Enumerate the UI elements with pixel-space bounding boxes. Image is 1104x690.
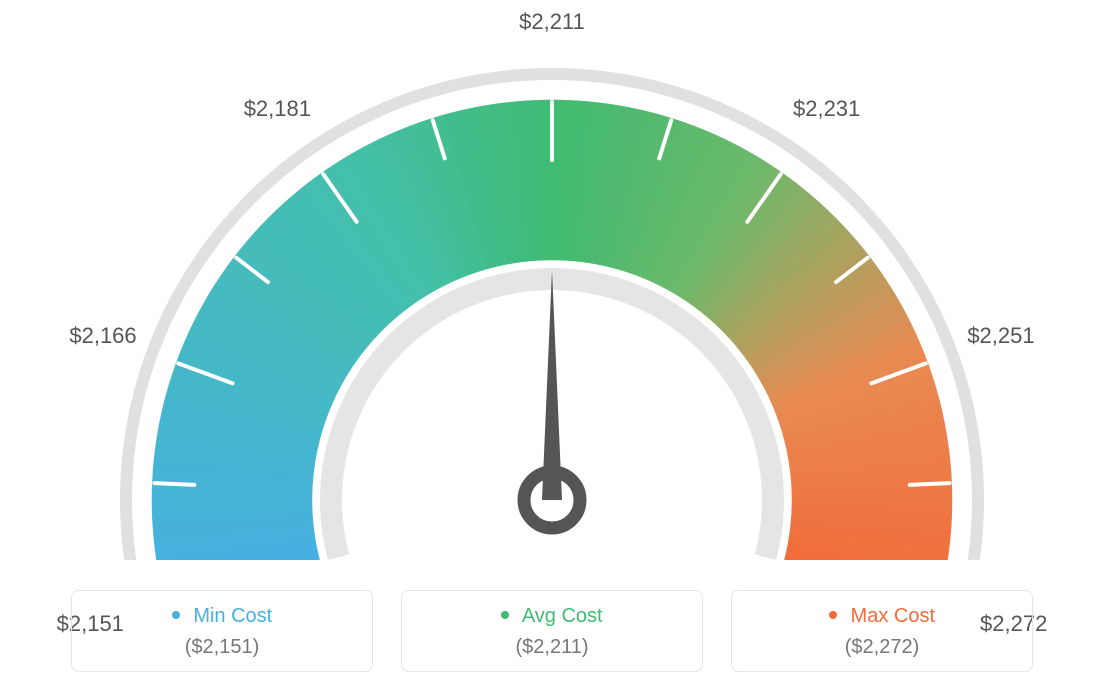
gauge-tick-label: $2,231 [793,96,860,122]
legend-card-min: Min Cost ($2,151) [71,590,373,672]
legend-title-text-min: Min Cost [193,605,272,627]
gauge-svg [0,0,1104,560]
gauge-chart: $2,151$2,166$2,181$2,211$2,231$2,251$2,2… [0,0,1104,560]
gauge-tick-label: $2,211 [519,9,585,35]
legend-card-avg: Avg Cost ($2,211) [401,590,703,672]
legend-title-text-avg: Avg Cost [522,605,603,627]
legend-title-max: Max Cost [732,605,1032,628]
gauge-tick-label: $2,251 [967,323,1034,349]
legend-title-avg: Avg Cost [402,605,702,628]
legend-value-avg: ($2,211) [402,636,702,659]
gauge-tick-label: $2,181 [244,96,311,122]
legend-title-min: Min Cost [72,605,372,628]
legend-dot-min [172,611,180,619]
legend-card-max: Max Cost ($2,272) [731,590,1033,672]
legend-row: Min Cost ($2,151) Avg Cost ($2,211) Max … [0,590,1104,672]
legend-dot-avg [501,611,509,619]
gauge-tick-label: $2,166 [69,323,136,349]
legend-value-max: ($2,272) [732,636,1032,659]
legend-title-text-max: Max Cost [851,605,935,627]
legend-value-min: ($2,151) [72,636,372,659]
legend-dot-max [829,611,837,619]
